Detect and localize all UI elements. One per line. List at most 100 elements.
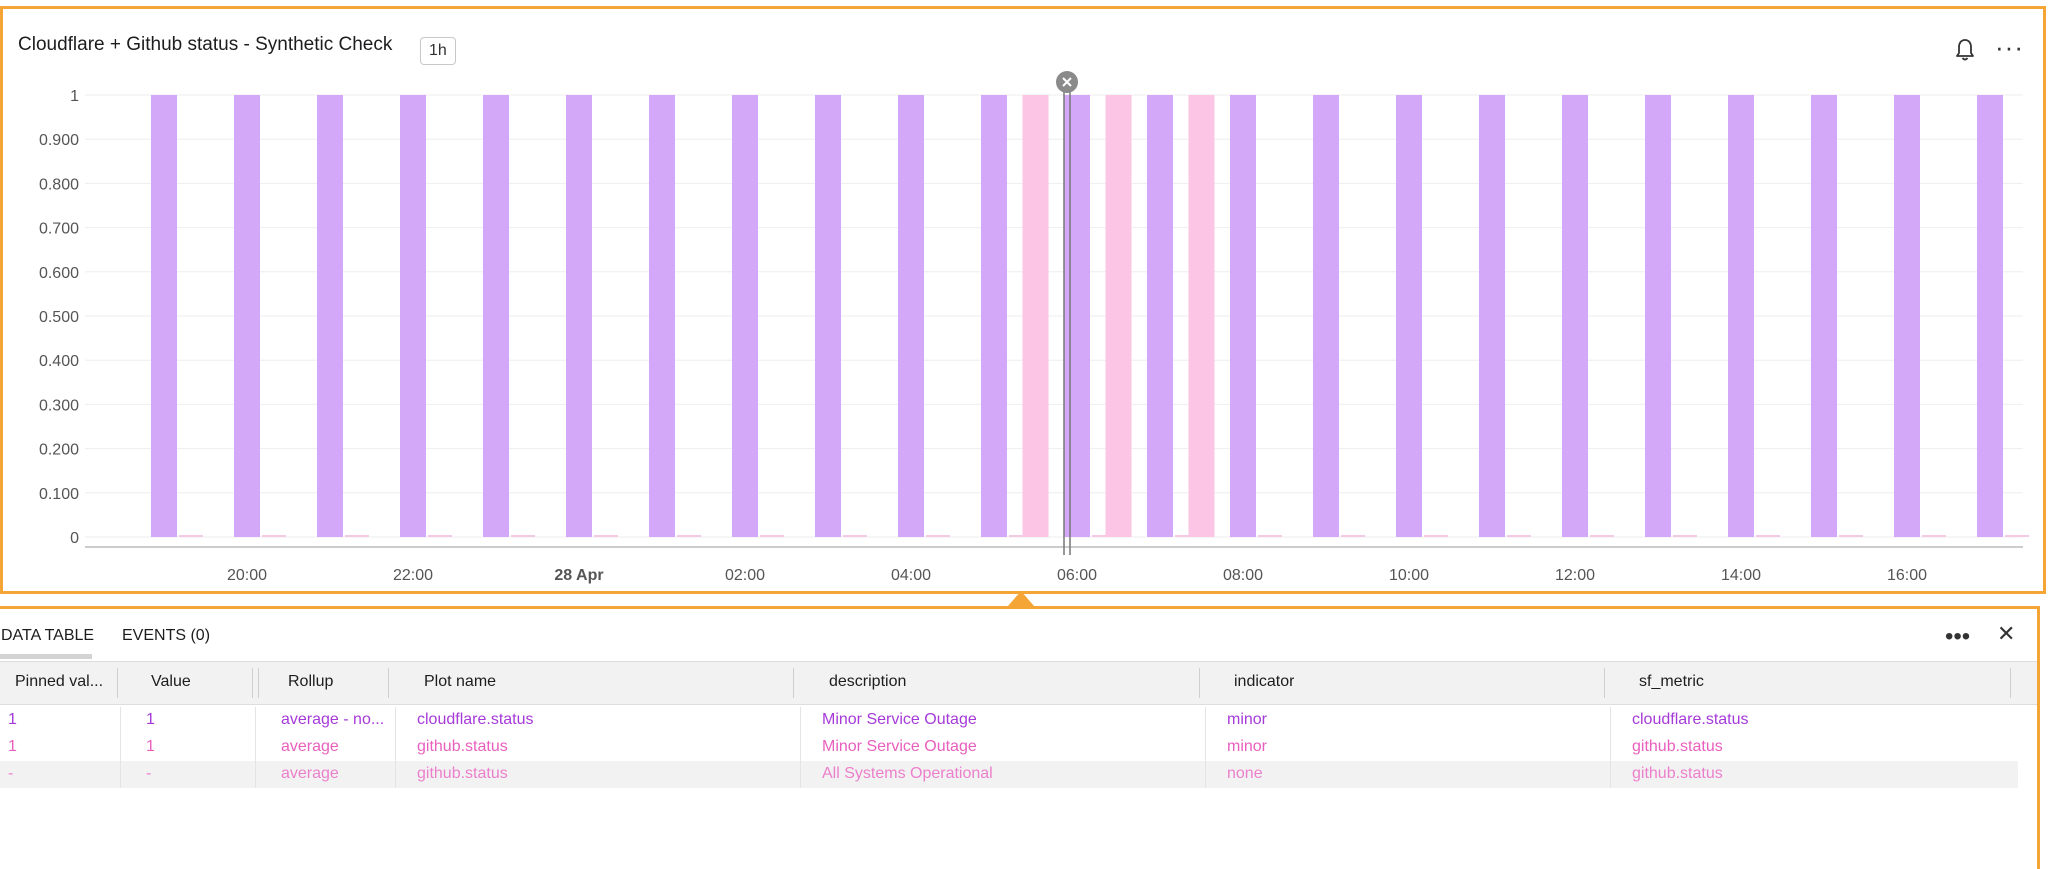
bar [1645, 95, 1671, 537]
bar [1230, 95, 1256, 537]
cell-separator [1205, 734, 1206, 761]
bell-icon[interactable] [1953, 37, 1977, 63]
cell-separator [800, 707, 801, 734]
bar [1064, 95, 1090, 537]
y-tick-label: 0 [70, 530, 79, 547]
bar [981, 95, 1007, 537]
x-tick-label: 16:00 [1887, 567, 1927, 584]
cell-value: 1 [146, 738, 155, 755]
table-header: Pinned val... Value Rollup Plot name des… [0, 661, 2037, 705]
close-icon [1062, 77, 1072, 87]
x-tick-label: 06:00 [1057, 567, 1097, 584]
bar [1562, 95, 1588, 537]
cell-separator [1610, 707, 1611, 734]
x-tick-label: 12:00 [1555, 567, 1595, 584]
col-value[interactable]: Value [151, 673, 191, 690]
y-tick-label: 0.700 [39, 221, 79, 238]
bar [566, 95, 592, 537]
y-tick-label: 0.800 [39, 176, 79, 193]
cell-plot: github.status [417, 765, 508, 782]
cell-separator [120, 761, 121, 788]
tab-data-table[interactable]: DATA TABLE [1, 627, 95, 644]
y-tick-label: 1 [70, 88, 79, 105]
bar [234, 95, 260, 537]
bar [1022, 95, 1049, 537]
cell-separator [120, 707, 121, 734]
col-sf-metric[interactable]: sf_metric [1639, 673, 1704, 690]
cell-description: All Systems Operational [822, 765, 993, 782]
cell-sf_metric: cloudflare.status [1632, 711, 1749, 728]
bar [1977, 95, 2003, 537]
bar [1728, 95, 1754, 537]
col-description[interactable]: description [829, 673, 907, 690]
cell-value: 1 [146, 711, 155, 728]
cell-separator [1610, 734, 1611, 761]
y-axis-labels: 1 0.900 0.800 0.700 0.600 0.500 0.400 0.300 0.20… [39, 88, 79, 547]
cell-plot: github.status [417, 738, 508, 755]
cell-indicator: minor [1227, 738, 1268, 755]
table-row[interactable]: - - average github.status All Systems Operat… [0, 761, 2018, 788]
col-indicator[interactable]: indicator [1234, 673, 1295, 690]
x-tick-label: 28 Apr [554, 567, 603, 584]
chart-title: Cloudflare + Github status - Synthetic C… [18, 34, 393, 55]
bar [732, 95, 758, 537]
col-pinned-value[interactable]: Pinned val... [15, 673, 104, 690]
cell-separator [1205, 761, 1206, 788]
cell-value: - [146, 765, 152, 782]
bar [151, 95, 177, 537]
x-axis-labels: 20:00 22:00 28 Apr 02:00 04:00 06:00 08:00 10:0… [227, 567, 1927, 584]
cell-sf_metric: github.status [1632, 738, 1723, 755]
cell-separator [1205, 707, 1206, 734]
bar [1894, 95, 1920, 537]
panel-pointer [1008, 591, 1034, 606]
cell-separator [255, 734, 256, 761]
y-tick-label: 0.400 [39, 353, 79, 370]
cell-description: Minor Service Outage [822, 738, 977, 755]
cell-rollup: average [281, 738, 339, 755]
cell-rollup: average [281, 765, 339, 782]
y-tick-label: 0.500 [39, 309, 79, 326]
more-options-icon[interactable]: ··· [1995, 32, 2024, 62]
bar [649, 95, 675, 537]
cell-separator [395, 734, 396, 761]
time-marker[interactable] [1056, 71, 1078, 555]
cell-separator [800, 734, 801, 761]
x-tick-label: 02:00 [725, 567, 765, 584]
x-tick-label: 22:00 [393, 567, 433, 584]
col-plot-name[interactable]: Plot name [424, 673, 497, 690]
bar [1313, 95, 1339, 537]
bar [317, 95, 343, 537]
bar [1105, 95, 1132, 537]
x-tick-label: 08:00 [1223, 567, 1263, 584]
bar [1811, 95, 1837, 537]
cell-sf_metric: github.status [1632, 765, 1723, 782]
col-rollup[interactable]: Rollup [288, 673, 334, 690]
chart-bars [151, 95, 2029, 537]
tab-events[interactable]: EVENTS (0) [122, 627, 211, 644]
bar [400, 95, 426, 537]
data-table-panel: DATA TABLE EVENTS (0) ••• ✕ Pinned val..… [0, 606, 2040, 869]
cell-rollup: average - no... [281, 711, 385, 728]
y-tick-label: 0.200 [39, 442, 79, 459]
x-tick-label: 14:00 [1721, 567, 1761, 584]
bar-chart: 1 0.900 0.800 0.700 0.600 0.500 0.400 0.300 0.20… [39, 71, 2029, 584]
x-tick-label: 04:00 [891, 567, 931, 584]
cell-pinned: 1 [8, 711, 17, 728]
x-tick-label: 20:00 [227, 567, 267, 584]
cell-pinned: 1 [8, 738, 17, 755]
bar [898, 95, 924, 537]
table-row[interactable]: 1 1 average - no... cloudflare.status Minor … [0, 707, 2018, 734]
y-tick-label: 0.100 [39, 486, 79, 503]
close-icon[interactable]: ✕ [1997, 621, 2016, 646]
cell-separator [395, 707, 396, 734]
resolution-badge[interactable]: 1h [420, 37, 456, 65]
cell-separator [255, 761, 256, 788]
y-tick-label: 0.900 [39, 132, 79, 149]
cell-indicator: none [1227, 765, 1263, 782]
bar [815, 95, 841, 537]
table-more-icon[interactable]: ••• [1945, 623, 1971, 650]
table-row[interactable]: 1 1 average github.status Minor Service Outa… [0, 734, 2018, 761]
cell-pinned: - [8, 765, 14, 782]
bar [1479, 95, 1505, 537]
cell-description: Minor Service Outage [822, 711, 977, 728]
